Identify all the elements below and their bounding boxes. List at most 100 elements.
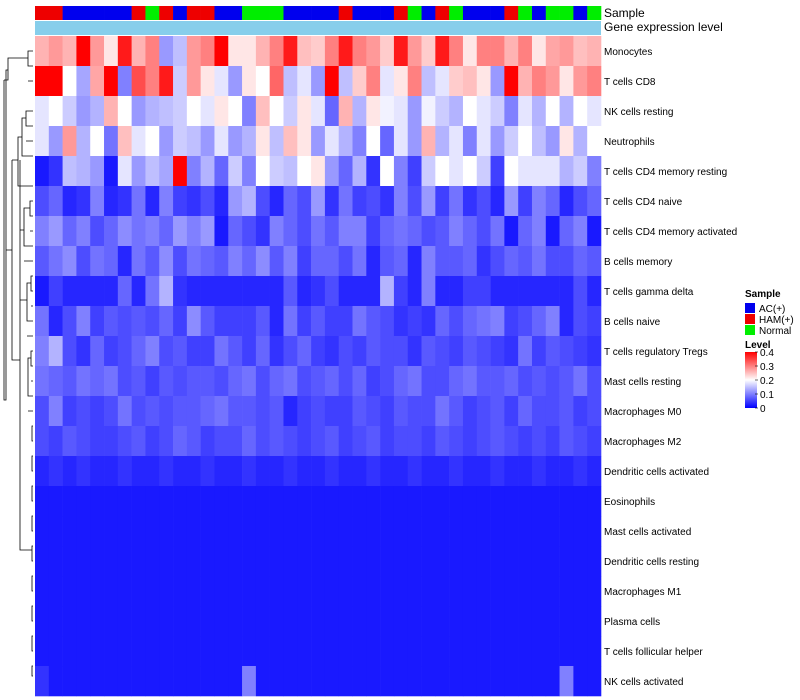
heatmap-cell xyxy=(421,96,436,127)
heatmap-cell xyxy=(214,516,229,547)
heatmap-cell xyxy=(117,666,132,697)
heatmap-cell xyxy=(380,276,395,307)
heatmap-cell xyxy=(242,276,257,307)
heatmap-cell xyxy=(145,186,160,217)
heatmap-cell xyxy=(35,216,50,247)
heatmap-cell xyxy=(490,186,505,217)
heatmap-cell xyxy=(242,336,257,367)
sample-cell xyxy=(159,6,174,20)
heatmap-cell xyxy=(269,36,284,67)
heatmap-cell xyxy=(242,546,257,577)
heatmap-cell xyxy=(476,96,491,127)
heatmap-cell xyxy=(380,366,395,397)
legend-swatch xyxy=(745,325,755,335)
heatmap-cell xyxy=(242,246,257,277)
sample-cell xyxy=(173,6,188,20)
heatmap-cell xyxy=(76,546,91,577)
heatmap-cell xyxy=(476,576,491,607)
heatmap-cell xyxy=(48,216,63,247)
legend-entry-label: HAM(+) xyxy=(759,315,794,326)
heatmap-cell xyxy=(573,546,588,577)
heatmap-cell xyxy=(545,396,560,427)
heatmap-cell xyxy=(145,156,160,187)
heatmap-cell xyxy=(283,156,298,187)
heatmap-cell xyxy=(159,606,174,637)
heatmap-cell xyxy=(269,186,284,217)
heatmap-cell xyxy=(90,216,105,247)
heatmap-cell xyxy=(380,216,395,247)
heatmap-cell xyxy=(104,66,119,97)
heatmap-cell xyxy=(186,396,201,427)
heatmap-cell xyxy=(518,246,533,277)
heatmap-cell xyxy=(104,486,119,517)
heatmap-cell xyxy=(269,576,284,607)
heatmap-cell xyxy=(200,126,215,157)
heatmap-cell xyxy=(407,216,422,247)
sample-cell xyxy=(48,6,63,20)
heatmap-cell xyxy=(186,456,201,487)
heatmap-cell xyxy=(145,576,160,607)
heatmap-cell xyxy=(380,546,395,577)
heatmap-cell xyxy=(531,276,547,307)
heatmap-cell xyxy=(380,636,395,667)
heatmap-cell xyxy=(159,546,174,577)
heatmap-cell xyxy=(62,666,77,697)
heatmap-cell xyxy=(48,546,63,577)
heatmap-cell xyxy=(338,36,353,67)
heatmap-cell xyxy=(435,306,450,337)
heatmap-cell xyxy=(476,396,491,427)
heatmap-cell xyxy=(545,276,560,307)
legend-sample-title: Sample xyxy=(745,289,781,300)
heatmap-cell xyxy=(393,216,409,247)
row-label: T cells regulatory Tregs xyxy=(604,347,708,358)
heatmap-cell xyxy=(173,186,188,217)
heatmap-cell xyxy=(462,246,478,277)
heatmap-cell xyxy=(159,516,174,547)
heatmap-cell xyxy=(186,486,201,517)
heatmap-cell xyxy=(573,96,588,127)
heatmap-cell xyxy=(173,366,188,397)
heatmap-cell xyxy=(159,366,174,397)
heatmap-cell xyxy=(48,36,63,67)
heatmap-cell xyxy=(531,546,547,577)
heatmap-cell xyxy=(587,126,602,157)
heatmap-cell xyxy=(228,516,243,547)
heatmap-cell xyxy=(255,636,270,667)
heatmap-cell xyxy=(62,246,77,277)
heatmap-cell xyxy=(449,216,464,247)
heatmap-cell xyxy=(173,306,188,337)
heatmap-cell xyxy=(587,666,602,697)
heatmap-cell xyxy=(242,66,257,97)
heatmap-cell xyxy=(255,456,270,487)
heatmap-cell xyxy=(476,666,491,697)
heatmap-cell xyxy=(76,606,91,637)
heatmap-cell xyxy=(311,96,326,127)
heatmap-cell xyxy=(76,366,91,397)
heatmap-cell xyxy=(200,336,215,367)
heatmap-cell xyxy=(449,456,464,487)
heatmap-cell xyxy=(380,186,395,217)
heatmap-cell xyxy=(421,516,436,547)
heatmap-cell xyxy=(504,306,519,337)
heatmap-cell xyxy=(186,666,201,697)
heatmap-cell xyxy=(393,426,409,457)
heatmap-cell xyxy=(490,246,505,277)
heatmap-cell xyxy=(504,576,519,607)
heatmap-cell xyxy=(531,216,547,247)
heatmap-cell xyxy=(173,66,188,97)
heatmap-cell xyxy=(393,486,409,517)
heatmap-cell xyxy=(338,156,353,187)
heatmap-cell xyxy=(117,66,132,97)
row-label: T cells gamma delta xyxy=(604,287,694,298)
heatmap-cell xyxy=(462,36,478,67)
heatmap-cell xyxy=(352,546,367,577)
heatmap-cell xyxy=(380,486,395,517)
heatmap-cell xyxy=(559,366,574,397)
heatmap-cell xyxy=(421,216,436,247)
heatmap-cell xyxy=(462,576,478,607)
heatmap-cell xyxy=(283,96,298,127)
heatmap-cell xyxy=(393,306,409,337)
heatmap-cell xyxy=(35,546,50,577)
heatmap-cell xyxy=(131,66,146,97)
heatmap-cell xyxy=(531,36,547,67)
